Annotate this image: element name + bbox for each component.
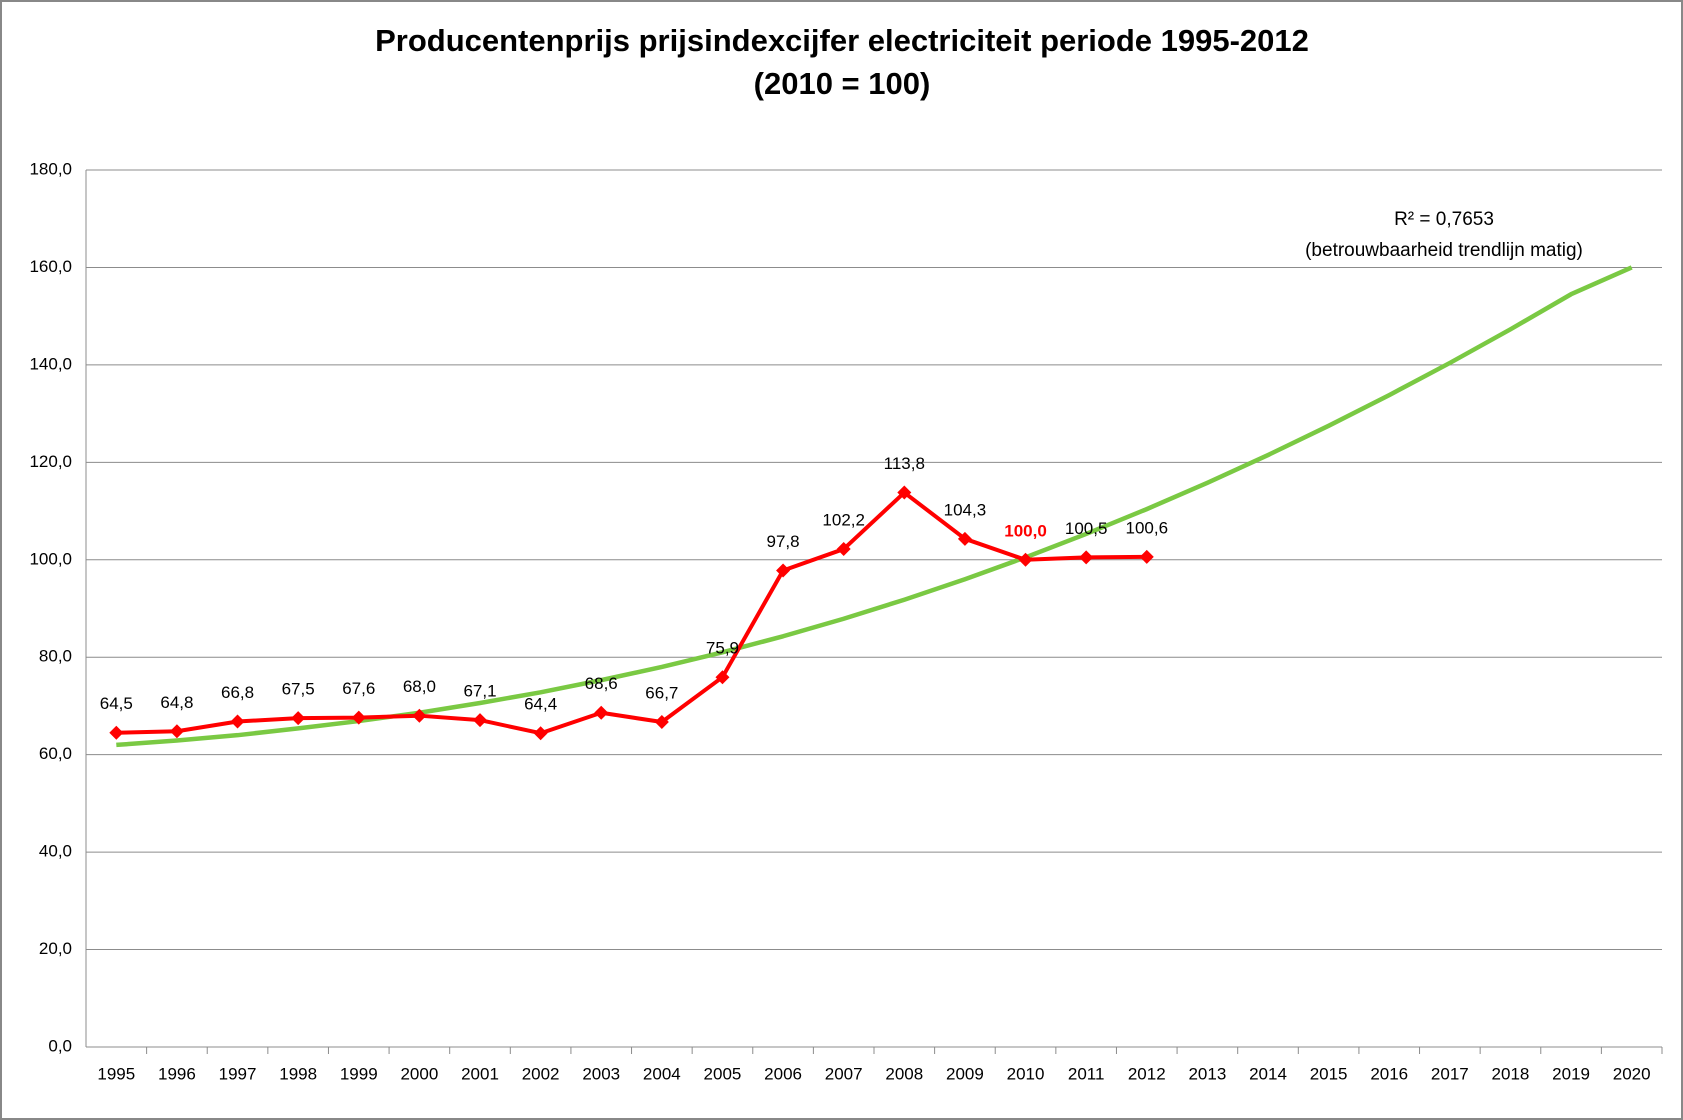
marker [412, 708, 427, 723]
marker [654, 715, 669, 730]
marker [473, 713, 487, 728]
x-tick-label: 2013 [1188, 1064, 1226, 1083]
marker [957, 531, 972, 546]
x-tick-label: 2017 [1431, 1064, 1469, 1083]
x-tick-label: 2003 [582, 1064, 620, 1083]
x-tick-label: 1999 [340, 1064, 378, 1083]
chart-title: Producentenprijs prijsindexcijfer electr… [375, 23, 1309, 58]
marker [169, 724, 184, 739]
data-label: 113,8 [884, 454, 925, 473]
marker [351, 710, 366, 725]
data-label: 64,8 [160, 693, 193, 712]
y-tick-label: 40,0 [39, 842, 72, 861]
marker [897, 485, 912, 500]
x-tick-label: 2009 [946, 1064, 984, 1083]
marker [1018, 552, 1033, 567]
chart-subtitle: (2010 = 100) [754, 66, 931, 101]
x-tick-label: 2019 [1552, 1064, 1590, 1083]
y-tick-label: 20,0 [39, 939, 72, 958]
series-line [116, 490, 1147, 736]
annotation: (betrouwbaarheid trendlijn matig) [1305, 240, 1583, 261]
data-label: 75,9 [706, 639, 739, 658]
x-tick-label: 2010 [1007, 1064, 1045, 1083]
x-tick-label: 2007 [825, 1064, 863, 1083]
x-tick-label: 2002 [522, 1064, 560, 1083]
marker [533, 726, 548, 741]
x-tick-label: 2004 [643, 1064, 681, 1083]
annotation: R² = 0,7653 [1394, 209, 1494, 230]
data-label: 66,7 [645, 684, 678, 703]
marker [1139, 549, 1154, 564]
x-tick-label: 2016 [1370, 1064, 1408, 1083]
x-tick-label: 2001 [461, 1064, 499, 1083]
x-tick-label: 2006 [764, 1064, 802, 1083]
data-label: 102,2 [822, 511, 865, 530]
data-label: 97,8 [767, 532, 800, 551]
series-line [116, 265, 1633, 748]
x-tick-label: 2005 [704, 1064, 742, 1083]
y-tick-label: 60,0 [39, 744, 72, 763]
data-label: 100,0 [1004, 521, 1047, 540]
x-tick-label: 1995 [97, 1064, 135, 1083]
marker [594, 705, 609, 720]
x-tick-label: 2015 [1310, 1064, 1348, 1083]
data-label: 100,5 [1065, 519, 1108, 538]
marker [230, 714, 245, 729]
data-label: 100,6 [1125, 518, 1168, 537]
y-tick-label: 100,0 [29, 549, 72, 568]
y-tick-label: 140,0 [29, 354, 72, 373]
x-tick-label: 2008 [885, 1064, 923, 1083]
data-label: 104,3 [944, 500, 987, 519]
y-tick-label: 80,0 [39, 647, 72, 666]
data-label: 64,4 [524, 695, 557, 714]
x-tick-label: 1997 [219, 1064, 257, 1083]
marker [715, 670, 730, 685]
y-tick-label: 120,0 [29, 452, 72, 471]
data-label: 68,6 [585, 674, 618, 693]
x-tick-label: 2012 [1128, 1064, 1166, 1083]
x-tick-label: 1998 [279, 1064, 317, 1083]
x-tick-label: 1996 [158, 1064, 196, 1083]
data-label: 68,0 [403, 677, 436, 696]
marker [776, 563, 791, 578]
data-label: 64,5 [100, 694, 133, 713]
data-label: 66,8 [221, 683, 254, 702]
y-tick-label: 0,0 [48, 1036, 72, 1055]
y-tick-label: 180,0 [29, 159, 72, 178]
data-label: 67,5 [282, 680, 315, 699]
x-tick-label: 2018 [1492, 1064, 1530, 1083]
x-tick-label: 2011 [1068, 1064, 1105, 1083]
data-label: 67,1 [463, 682, 496, 701]
y-tick-label: 160,0 [29, 257, 72, 276]
x-tick-label: 2020 [1613, 1064, 1651, 1083]
marker [109, 725, 124, 740]
marker [291, 711, 306, 726]
marker [836, 542, 851, 557]
x-tick-label: 2014 [1249, 1064, 1287, 1083]
x-tick-label: 2000 [400, 1064, 438, 1083]
data-label: 67,6 [342, 679, 375, 698]
marker [1079, 550, 1094, 565]
